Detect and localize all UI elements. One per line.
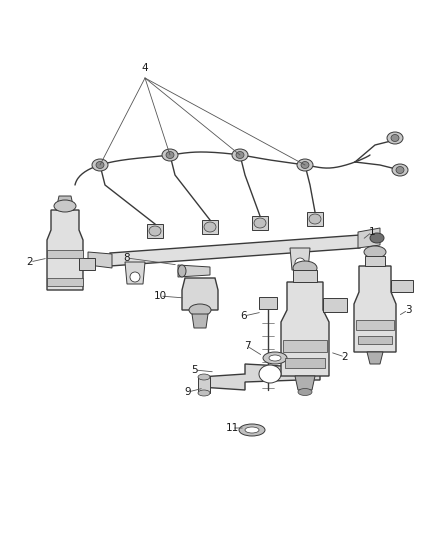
- Polygon shape: [354, 266, 396, 352]
- Text: 7: 7: [244, 341, 250, 351]
- Ellipse shape: [130, 272, 140, 282]
- Text: 5: 5: [192, 365, 198, 375]
- Polygon shape: [356, 320, 394, 330]
- Ellipse shape: [263, 352, 287, 364]
- Polygon shape: [367, 352, 383, 364]
- Polygon shape: [200, 364, 320, 390]
- Polygon shape: [182, 278, 218, 310]
- Polygon shape: [47, 210, 83, 290]
- Ellipse shape: [370, 233, 384, 243]
- Polygon shape: [79, 258, 95, 270]
- Polygon shape: [281, 282, 329, 376]
- Polygon shape: [198, 377, 210, 393]
- Polygon shape: [259, 297, 277, 309]
- Ellipse shape: [297, 159, 313, 171]
- Text: 11: 11: [226, 423, 239, 433]
- Text: 9: 9: [185, 387, 191, 397]
- Polygon shape: [358, 228, 380, 248]
- Ellipse shape: [295, 258, 305, 268]
- Ellipse shape: [166, 151, 174, 158]
- Polygon shape: [365, 256, 385, 266]
- Ellipse shape: [364, 246, 386, 258]
- Polygon shape: [56, 196, 74, 210]
- Polygon shape: [192, 314, 208, 328]
- Ellipse shape: [198, 374, 210, 380]
- Ellipse shape: [309, 214, 321, 224]
- Ellipse shape: [149, 226, 161, 236]
- Ellipse shape: [245, 427, 259, 433]
- Ellipse shape: [92, 159, 108, 171]
- Polygon shape: [110, 235, 360, 266]
- Polygon shape: [391, 280, 413, 292]
- Ellipse shape: [162, 149, 178, 161]
- Polygon shape: [283, 340, 327, 352]
- Text: 2: 2: [27, 257, 33, 267]
- Ellipse shape: [254, 218, 266, 228]
- Ellipse shape: [301, 161, 309, 168]
- Ellipse shape: [204, 222, 216, 232]
- Text: 4: 4: [141, 63, 148, 73]
- Polygon shape: [358, 336, 392, 344]
- Polygon shape: [88, 252, 112, 268]
- Ellipse shape: [232, 149, 248, 161]
- Text: 6: 6: [241, 311, 247, 321]
- Text: 8: 8: [124, 253, 131, 263]
- Polygon shape: [178, 265, 210, 277]
- Ellipse shape: [392, 164, 408, 176]
- Ellipse shape: [259, 365, 281, 383]
- Ellipse shape: [189, 304, 211, 316]
- Ellipse shape: [298, 389, 312, 395]
- Text: 10: 10: [153, 291, 166, 301]
- Polygon shape: [252, 216, 268, 230]
- Ellipse shape: [198, 390, 210, 396]
- Polygon shape: [147, 224, 163, 238]
- Ellipse shape: [96, 161, 104, 168]
- Ellipse shape: [396, 166, 404, 174]
- Polygon shape: [47, 278, 83, 286]
- Polygon shape: [125, 262, 145, 284]
- Polygon shape: [307, 212, 323, 226]
- Ellipse shape: [387, 132, 403, 144]
- Ellipse shape: [239, 424, 265, 436]
- Ellipse shape: [54, 200, 76, 212]
- Ellipse shape: [236, 151, 244, 158]
- Polygon shape: [47, 250, 83, 258]
- Ellipse shape: [178, 265, 186, 277]
- Polygon shape: [293, 270, 317, 282]
- Ellipse shape: [293, 261, 317, 275]
- Text: 3: 3: [405, 305, 411, 315]
- Ellipse shape: [391, 134, 399, 141]
- Text: 1: 1: [369, 227, 375, 237]
- Ellipse shape: [269, 355, 281, 361]
- Polygon shape: [285, 358, 325, 368]
- Polygon shape: [323, 298, 347, 312]
- Text: 2: 2: [342, 352, 348, 362]
- Polygon shape: [202, 220, 218, 234]
- Polygon shape: [290, 248, 310, 270]
- Polygon shape: [295, 376, 315, 390]
